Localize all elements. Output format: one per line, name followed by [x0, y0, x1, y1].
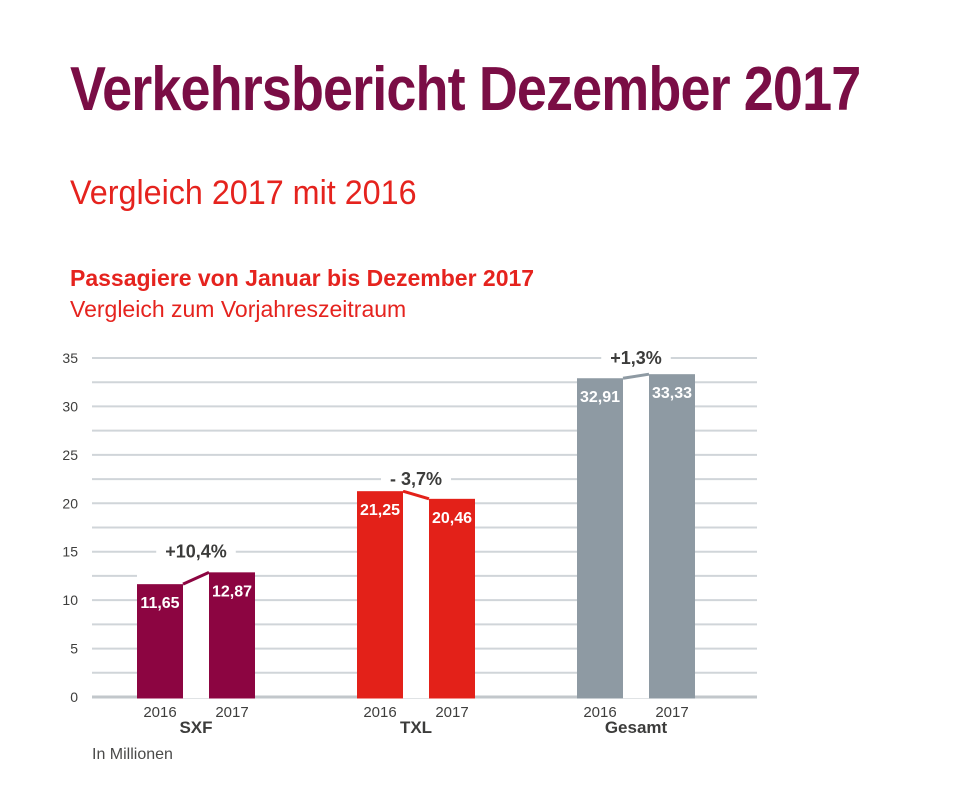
- bar-value-label: 33,33: [652, 385, 692, 402]
- change-label-background: [601, 347, 671, 369]
- change-label: +1,3%: [610, 348, 662, 368]
- y-tick-label: 20: [62, 495, 78, 511]
- page-title: Verkehrsbericht Dezember 2017: [70, 55, 861, 124]
- bar-value-label: 11,65: [140, 595, 179, 612]
- group-label: TXL: [400, 718, 432, 737]
- y-tick-label: 35: [62, 350, 78, 366]
- x-category-label: 2017: [655, 704, 688, 721]
- y-tick-label: 0: [70, 689, 78, 705]
- bar-sxf-2016: [137, 584, 183, 699]
- chart-footnote: In Millionen: [92, 746, 173, 763]
- x-category-label: 2016: [143, 704, 176, 721]
- chart-subheading: Vergleich zum Vorjahreszeitraum: [70, 296, 407, 322]
- bar-value-label: 21,25: [360, 502, 400, 519]
- trend-connector: [182, 570, 210, 586]
- bar-value-label: 32,91: [580, 389, 620, 406]
- bar-txl-2017: [429, 498, 475, 699]
- change-label: - 3,7%: [390, 469, 442, 489]
- x-category-label: 2016: [363, 704, 396, 721]
- change-label-background: [156, 540, 236, 563]
- bar-gesamt-2016: [577, 378, 623, 699]
- y-tick-label: 10: [62, 592, 78, 608]
- x-category-label: 2016: [583, 704, 616, 721]
- y-tick-label: 25: [62, 447, 78, 463]
- bar-sxf-2017: [209, 572, 255, 699]
- x-category-label: 2017: [215, 704, 248, 721]
- bar-value-label: 12,87: [212, 583, 252, 600]
- change-label: +10,4%: [165, 542, 227, 562]
- page-subtitle: Vergleich 2017 mit 2016: [70, 174, 417, 212]
- trend-connector: [622, 372, 650, 380]
- group-label: Gesamt: [605, 718, 668, 737]
- bar-value-label: 20,46: [432, 510, 472, 527]
- change-label-background: [380, 468, 452, 491]
- chart-heading: Passagiere von Januar bis Dezember 2017: [70, 265, 535, 291]
- bar-txl-2016: [357, 491, 403, 699]
- bar-gesamt-2017: [649, 374, 695, 699]
- x-category-label: 2017: [435, 704, 468, 721]
- y-tick-label: 5: [70, 641, 78, 657]
- y-tick-label: 15: [62, 544, 78, 560]
- trend-connector: [402, 489, 430, 501]
- group-label: SXF: [179, 718, 212, 737]
- y-tick-label: 30: [62, 398, 78, 414]
